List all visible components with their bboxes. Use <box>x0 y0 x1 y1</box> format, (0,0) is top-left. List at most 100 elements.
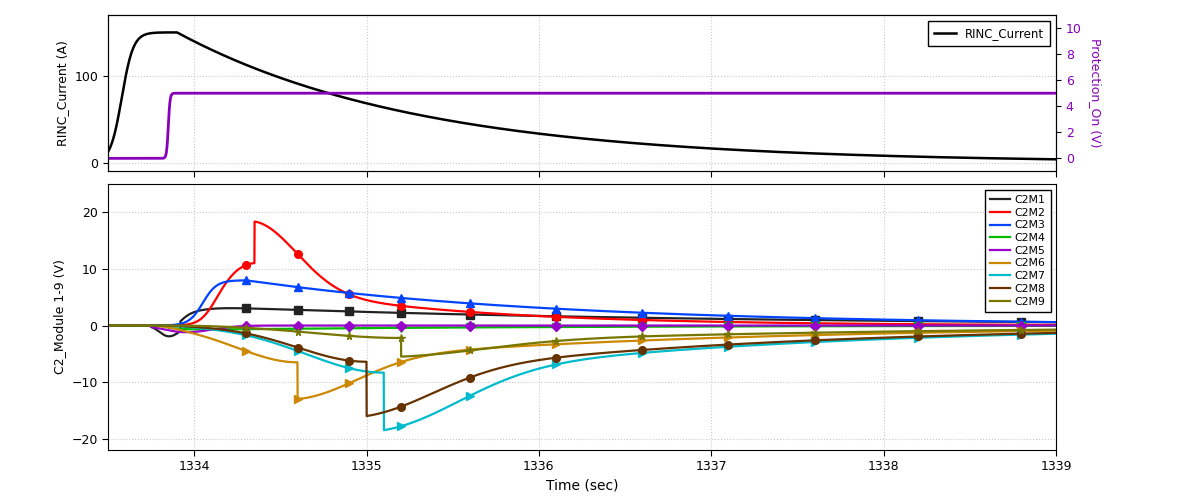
C2M7 <box>463 392 478 398</box>
C2M3 <box>881 316 895 322</box>
C2M4 <box>881 323 895 329</box>
C2M3 <box>809 315 823 321</box>
C2M8 <box>718 342 732 347</box>
Legend: RINC_Current: RINC_Current <box>929 21 1050 46</box>
C2M9 <box>394 354 408 360</box>
C2M5 <box>881 322 895 328</box>
C2M2 <box>809 320 823 326</box>
Line: C2M1: C2M1 <box>108 308 1056 336</box>
C2M9 <box>272 327 287 333</box>
C2M8 <box>101 322 115 328</box>
C2M7 <box>101 322 115 328</box>
C2M5 <box>1049 322 1063 328</box>
Line: C2M6: C2M6 <box>108 326 1056 399</box>
RINC_Current <box>809 150 823 156</box>
C2M8 <box>809 338 823 344</box>
RINC_Current <box>881 153 895 159</box>
C2M7 <box>718 344 732 350</box>
RINC_Current <box>274 75 288 81</box>
Line: C2M8: C2M8 <box>108 326 1056 416</box>
C2M2 <box>101 322 115 328</box>
Line: C2M7: C2M7 <box>108 326 1056 430</box>
RINC_Current <box>463 121 478 127</box>
X-axis label: Time (sec): Time (sec) <box>546 479 618 493</box>
C2M3 <box>239 278 253 283</box>
C2M2 <box>1049 322 1063 328</box>
RINC_Current <box>169 30 184 36</box>
C2M6 <box>290 396 305 402</box>
C2M3 <box>274 282 288 288</box>
C2M5 <box>718 322 732 328</box>
C2M8 <box>881 334 895 340</box>
C2M1 <box>670 316 684 322</box>
C2M4 <box>199 326 214 332</box>
C2M7 <box>809 339 823 345</box>
C2M6 <box>670 336 684 342</box>
RINC_Current <box>718 146 732 152</box>
C2M1 <box>1049 319 1063 325</box>
C2M4 <box>274 326 288 332</box>
C2M8 <box>272 339 287 345</box>
C2M4 <box>1049 323 1063 329</box>
C2M9 <box>881 328 895 334</box>
C2M1 <box>162 334 176 340</box>
Y-axis label: RINC_Current (A): RINC_Current (A) <box>56 40 68 146</box>
C2M6 <box>718 334 732 340</box>
RINC_Current <box>670 144 684 150</box>
C2M5 <box>101 322 115 328</box>
C2M4 <box>670 324 684 330</box>
C2M1 <box>463 312 478 318</box>
Line: C2M9: C2M9 <box>108 326 1056 356</box>
C2M5 <box>809 322 823 328</box>
C2M5 <box>463 322 478 328</box>
C2M4 <box>718 324 732 330</box>
C2M3 <box>463 300 478 306</box>
C2M6 <box>463 346 478 352</box>
C2M9 <box>101 322 115 328</box>
C2M7 <box>1049 330 1063 336</box>
C2M9 <box>809 330 823 336</box>
C2M1 <box>718 316 732 322</box>
C2M8 <box>463 374 478 380</box>
Y-axis label: Protection_On (V): Protection_On (V) <box>1090 38 1103 148</box>
C2M3 <box>101 322 115 328</box>
RINC_Current <box>1049 156 1063 162</box>
C2M6 <box>101 322 115 328</box>
C2M6 <box>272 358 287 364</box>
C2M8 <box>670 344 684 350</box>
C2M2 <box>881 321 895 327</box>
C2M4 <box>101 322 115 328</box>
C2M8 <box>360 413 374 419</box>
C2M1 <box>274 306 288 312</box>
C2M5 <box>274 322 288 328</box>
C2M3 <box>718 312 732 318</box>
C2M4 <box>809 323 823 329</box>
C2M7 <box>670 347 684 353</box>
Y-axis label: C2_Module 1-9 (V): C2_Module 1-9 (V) <box>53 260 66 374</box>
C2M7 <box>881 336 895 342</box>
C2M2 <box>670 318 684 324</box>
C2M2 <box>247 218 262 224</box>
C2M8 <box>1049 330 1063 336</box>
C2M9 <box>463 348 478 354</box>
Line: C2M4: C2M4 <box>108 326 1056 330</box>
C2M3 <box>1049 319 1063 325</box>
C2M6 <box>881 330 895 336</box>
C2M1 <box>223 305 238 311</box>
C2M6 <box>1049 328 1063 334</box>
C2M7 <box>272 342 287 348</box>
C2M1 <box>881 318 895 324</box>
C2M1 <box>101 322 115 328</box>
C2M3 <box>670 311 684 317</box>
C2M9 <box>1049 326 1063 332</box>
C2M2 <box>718 319 732 325</box>
C2M1 <box>809 317 823 323</box>
Line: RINC_Current: RINC_Current <box>108 32 1056 160</box>
Legend: C2M1, C2M2, C2M3, C2M4, C2M5, C2M6, C2M7, C2M8, C2M9: C2M1, C2M2, C2M3, C2M4, C2M5, C2M6, C2M7… <box>985 190 1050 312</box>
C2M2 <box>274 234 288 239</box>
C2M7 <box>377 427 391 433</box>
Line: C2M3: C2M3 <box>108 280 1056 326</box>
Line: C2M5: C2M5 <box>108 326 1056 332</box>
C2M4 <box>463 324 478 330</box>
C2M6 <box>809 332 823 338</box>
